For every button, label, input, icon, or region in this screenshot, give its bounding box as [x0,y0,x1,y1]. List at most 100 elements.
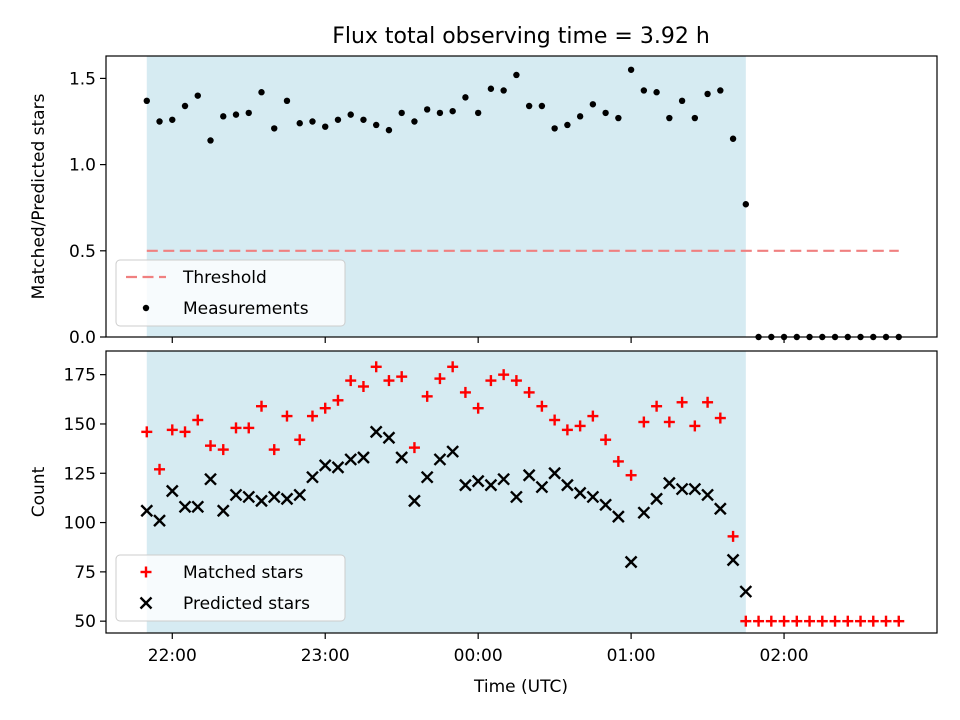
matched-star-point [842,615,854,627]
matched-star-point [434,373,446,385]
bottom-legend: Matched stars Predicted stars [115,554,346,622]
predicted-star-point [318,459,332,472]
predicted-star-point [293,488,307,502]
legend-predicted-swatch [139,596,153,610]
measurement-point [576,113,584,120]
predicted-star-point [739,585,753,598]
measurement-point [717,87,724,94]
x-tick-label: 23:00 [301,646,350,666]
predicted-star-point [369,425,383,439]
measurement-point [538,102,546,110]
predicted-star-point [344,453,358,466]
measurement-point [296,120,303,127]
predicted-star-point [229,488,243,502]
measurement-point [347,111,354,118]
x-tick-label: 01:00 [607,646,656,666]
top-axes-frame [105,55,938,338]
measurement-point [271,125,278,132]
matched-star-point [638,416,650,428]
predicted-star-point [612,510,625,523]
measurement-point [436,109,444,117]
legend-measurements-label: Measurements [183,299,309,319]
matched-star-point [740,615,752,627]
predicted-star-point [216,504,230,518]
measurement-point [156,118,163,125]
predicted-star-point [191,500,205,514]
matched-star-point [179,426,191,438]
measurement-point [742,201,750,208]
matched-star-point [192,414,204,426]
predicted-star-point [561,478,574,492]
measurement-point [411,118,418,125]
predicted-star-point [382,431,396,445]
matched-star-point [472,402,484,414]
legend-measurements-swatch [142,304,150,312]
matched-star-point [408,442,420,454]
predicted-star-point [701,488,714,502]
measurement-point [283,97,291,105]
matched-star-point [753,615,765,627]
measurement-point [194,92,201,99]
matched-star-point [357,380,369,392]
legend-box [115,259,346,327]
x-axis-label: Time (UTC) [473,677,568,697]
predicted-star-point [153,514,166,527]
matched-star-point [702,396,714,408]
predicted-star-point [522,468,536,482]
measurement-point [334,116,342,123]
measurement-point [373,121,380,129]
measurement-point [525,102,533,110]
matched-star-point [714,412,726,424]
measurement-point [449,107,456,115]
predicted-star-point [624,555,638,569]
predicted-star-point [650,492,663,506]
matched-star-point [612,455,624,467]
measurements-series [143,66,902,341]
matched-star-point [166,424,178,436]
matched-star-point [281,410,293,422]
bottom-axes-frame [105,350,938,634]
measurement-point [666,114,673,122]
matched-star-point [689,420,701,432]
measurement-point [398,109,405,117]
matched-star-point [332,394,344,406]
matched-star-point [396,371,408,383]
predicted-star-point [662,476,676,490]
predicted-star-point [242,490,256,504]
matched-star-point [765,615,777,627]
predicted-stars-series [140,425,753,598]
measurement-point [232,111,240,118]
top-legend: Threshold Measurements [115,259,346,327]
measurement-point [627,66,635,73]
y-tick-label: 1.5 [69,69,96,89]
predicted-star-point [395,451,409,464]
legend-predicted-label: Predicted stars [183,594,310,614]
bottom-y-ticks: 50 75 100 125 150 175 [64,366,106,632]
measurement-point [474,109,482,117]
measurement-point [385,126,393,134]
bottom-y-axis-label: Count [29,466,49,517]
measurement-point [181,102,189,110]
predicted-star-point [357,451,370,464]
predicted-star-point [510,490,523,504]
predicted-star-point [408,494,421,508]
y-tick-label: 50 [74,612,96,632]
measurement-point [564,121,571,129]
matched-star-point [625,469,637,481]
matched-star-point [663,416,675,428]
matched-star-point [867,615,879,627]
matched-star-point [205,440,217,452]
bottom-x-ticks: 22:00 23:00 00:00 01:00 02:00 [148,633,809,666]
predicted-star-point [573,486,587,500]
predicted-star-point [484,478,498,492]
measurement-point [487,85,495,92]
matched-star-point [510,375,522,387]
measurement-point [309,118,316,125]
predicted-star-point [306,470,319,484]
predicted-star-point [688,482,702,496]
matched-star-point [574,420,586,432]
y-tick-label: 1.0 [69,156,96,176]
predicted-star-point [535,480,549,494]
predicted-star-point [471,474,485,488]
